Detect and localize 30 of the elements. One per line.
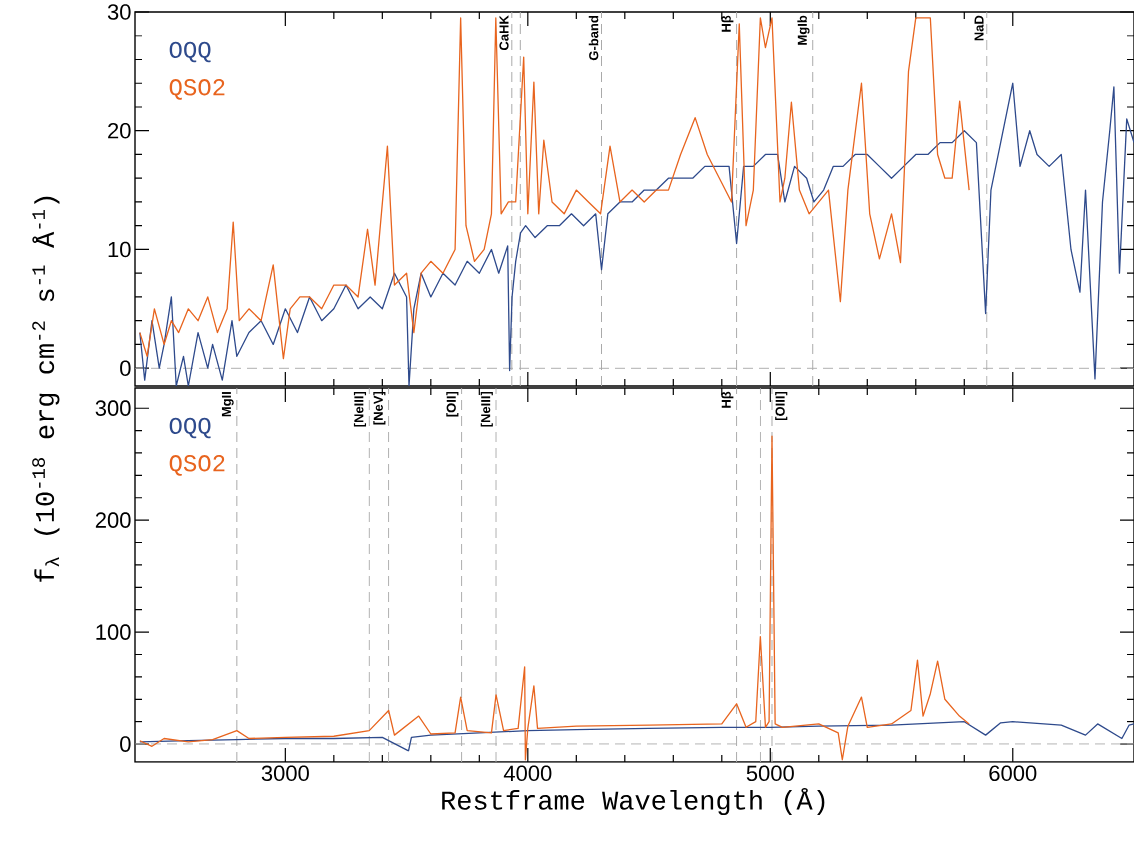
text: QSO2 — [169, 455, 225, 476]
ref-line-label: Hβ — [721, 391, 734, 408]
text: QSO2 — [169, 79, 225, 100]
ref-line-label: CaHK — [499, 15, 509, 51]
ref-line-label: [NeV] — [373, 391, 386, 425]
y-tick-label: 10 — [108, 241, 131, 258]
y-tick-label: 0 — [120, 736, 131, 752]
text: OQQ — [169, 417, 211, 439]
ref-line-label: NaD — [974, 15, 984, 41]
ref-line-label: [NeIII] — [480, 391, 493, 427]
text: f$_{λ}$ (10$^{-18}$ erg cm$^{-2}$ s$^{-1}$ Å$^{-1}$) — [32, 196, 60, 582]
y-tick-label: 0 — [120, 360, 131, 376]
x-tick-label: 3000 — [261, 765, 309, 782]
y-tick-label: 100 — [96, 624, 131, 640]
ref-line-label: Hβ — [721, 15, 734, 32]
y-tick-label: 20 — [108, 122, 131, 139]
x-tick-label: 6000 — [989, 765, 1037, 782]
ref-line-label: [NeIII] — [353, 391, 367, 427]
ref-line-label: G-band — [588, 16, 599, 61]
x-tick-label: 5000 — [746, 765, 794, 782]
ref-line-label: MgII — [221, 392, 234, 417]
ref-line-label: [OII] — [446, 391, 459, 417]
y-tick-label: 300 — [95, 400, 131, 416]
ref-line-label: [OIII] — [775, 391, 788, 421]
y-tick-label: 30 — [107, 4, 131, 20]
text: OQQ — [169, 41, 211, 63]
x-axis-title: Restframe Wavelength (Å) — [442, 787, 825, 816]
x-tick-label: 4000 — [503, 765, 552, 782]
y-tick-label: 200 — [95, 512, 131, 528]
ref-line-label: MgIb — [797, 15, 810, 45]
